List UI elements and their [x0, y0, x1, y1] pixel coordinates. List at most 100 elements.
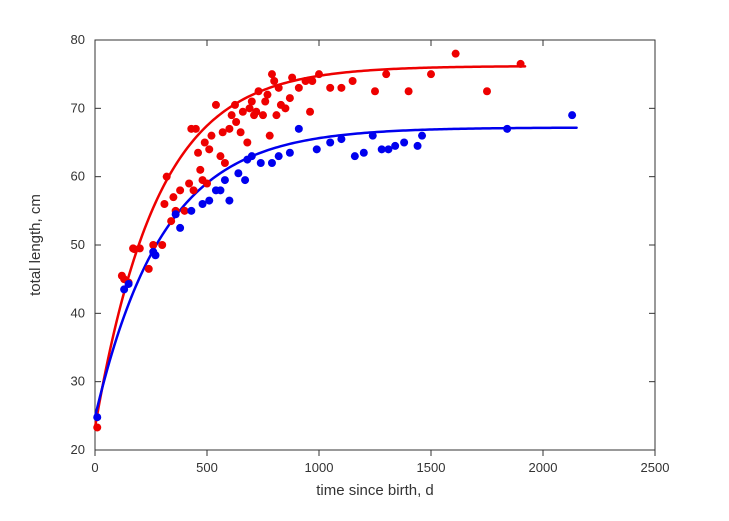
blue-points — [241, 176, 249, 184]
blue-points — [295, 125, 303, 133]
blue-points — [216, 186, 224, 194]
red-points — [160, 200, 168, 208]
red-points — [93, 423, 101, 431]
red-points — [203, 180, 211, 188]
blue-points — [234, 169, 242, 177]
red-points — [275, 84, 283, 92]
x-tick-label: 2000 — [529, 460, 558, 475]
red-points — [185, 180, 193, 188]
red-points — [517, 60, 525, 68]
red-points — [371, 87, 379, 95]
red-points — [192, 125, 200, 133]
red-points — [308, 77, 316, 85]
red-points — [286, 94, 294, 102]
red-points — [136, 244, 144, 252]
blue-points — [568, 111, 576, 119]
chart-svg: 0500100015002000250020304050607080time s… — [0, 0, 729, 521]
red-points — [216, 152, 224, 160]
x-axis-label: time since birth, d — [316, 482, 434, 499]
growth-chart: 0500100015002000250020304050607080time s… — [0, 0, 729, 521]
blue-points — [187, 207, 195, 215]
red-points — [268, 70, 276, 78]
blue-points — [337, 135, 345, 143]
red-points — [231, 101, 239, 109]
red-points — [158, 241, 166, 249]
red-points — [176, 186, 184, 194]
red-points — [263, 91, 271, 99]
red-points — [207, 132, 215, 140]
y-tick-label: 70 — [71, 100, 85, 115]
blue-points — [257, 159, 265, 167]
blue-points — [225, 197, 233, 205]
red-points — [190, 186, 198, 194]
blue-points — [248, 152, 256, 160]
y-tick-label: 40 — [71, 305, 85, 320]
red-points — [288, 74, 296, 82]
blue-points — [176, 224, 184, 232]
blue-points — [414, 142, 422, 150]
x-tick-label: 0 — [91, 460, 98, 475]
y-tick-label: 20 — [71, 442, 85, 457]
red-points — [295, 84, 303, 92]
red-points — [205, 145, 213, 153]
blue-points — [418, 132, 426, 140]
blue-points — [93, 413, 101, 421]
red-points — [270, 77, 278, 85]
red-points — [248, 98, 256, 106]
red-points — [382, 70, 390, 78]
red-points — [306, 108, 314, 116]
red-points — [196, 166, 204, 174]
y-tick-label: 80 — [71, 32, 85, 47]
red-points — [169, 193, 177, 201]
red-points — [237, 128, 245, 136]
red-points — [149, 241, 157, 249]
blue-points — [172, 210, 180, 218]
red-points — [337, 84, 345, 92]
red-points — [483, 87, 491, 95]
blue-points — [360, 149, 368, 157]
blue-points — [369, 132, 377, 140]
blue-points — [151, 251, 159, 259]
blue-points — [286, 149, 294, 157]
red-points — [405, 87, 413, 95]
red-points — [281, 104, 289, 112]
x-tick-label: 1500 — [417, 460, 446, 475]
red-points — [259, 111, 267, 119]
red-points — [261, 98, 269, 106]
red-points — [232, 118, 240, 126]
red-points — [201, 139, 209, 147]
red-points — [266, 132, 274, 140]
red-points — [243, 139, 251, 147]
red-points — [194, 149, 202, 157]
blue-points — [275, 152, 283, 160]
blue-points — [503, 125, 511, 133]
blue-points — [313, 145, 321, 153]
x-tick-label: 2500 — [641, 460, 670, 475]
blue-points — [205, 197, 213, 205]
red-points — [255, 87, 263, 95]
red-points — [228, 111, 236, 119]
red-points — [163, 173, 171, 181]
red-points — [315, 70, 323, 78]
y-tick-label: 50 — [71, 237, 85, 252]
red-points — [221, 159, 229, 167]
blue-points — [268, 159, 276, 167]
chart-bg — [0, 0, 729, 521]
y-tick-label: 30 — [71, 374, 85, 389]
blue-points — [125, 280, 133, 288]
red-points — [326, 84, 334, 92]
x-tick-label: 1000 — [305, 460, 334, 475]
y-axis-label: total length, cm — [27, 194, 44, 296]
red-points — [145, 265, 153, 273]
red-points — [452, 50, 460, 58]
x-tick-label: 500 — [196, 460, 218, 475]
red-points — [212, 101, 220, 109]
blue-points — [400, 139, 408, 147]
blue-points — [326, 139, 334, 147]
red-points — [167, 217, 175, 225]
red-points — [349, 77, 357, 85]
red-points — [427, 70, 435, 78]
red-points — [272, 111, 280, 119]
blue-points — [221, 176, 229, 184]
red-points — [225, 125, 233, 133]
